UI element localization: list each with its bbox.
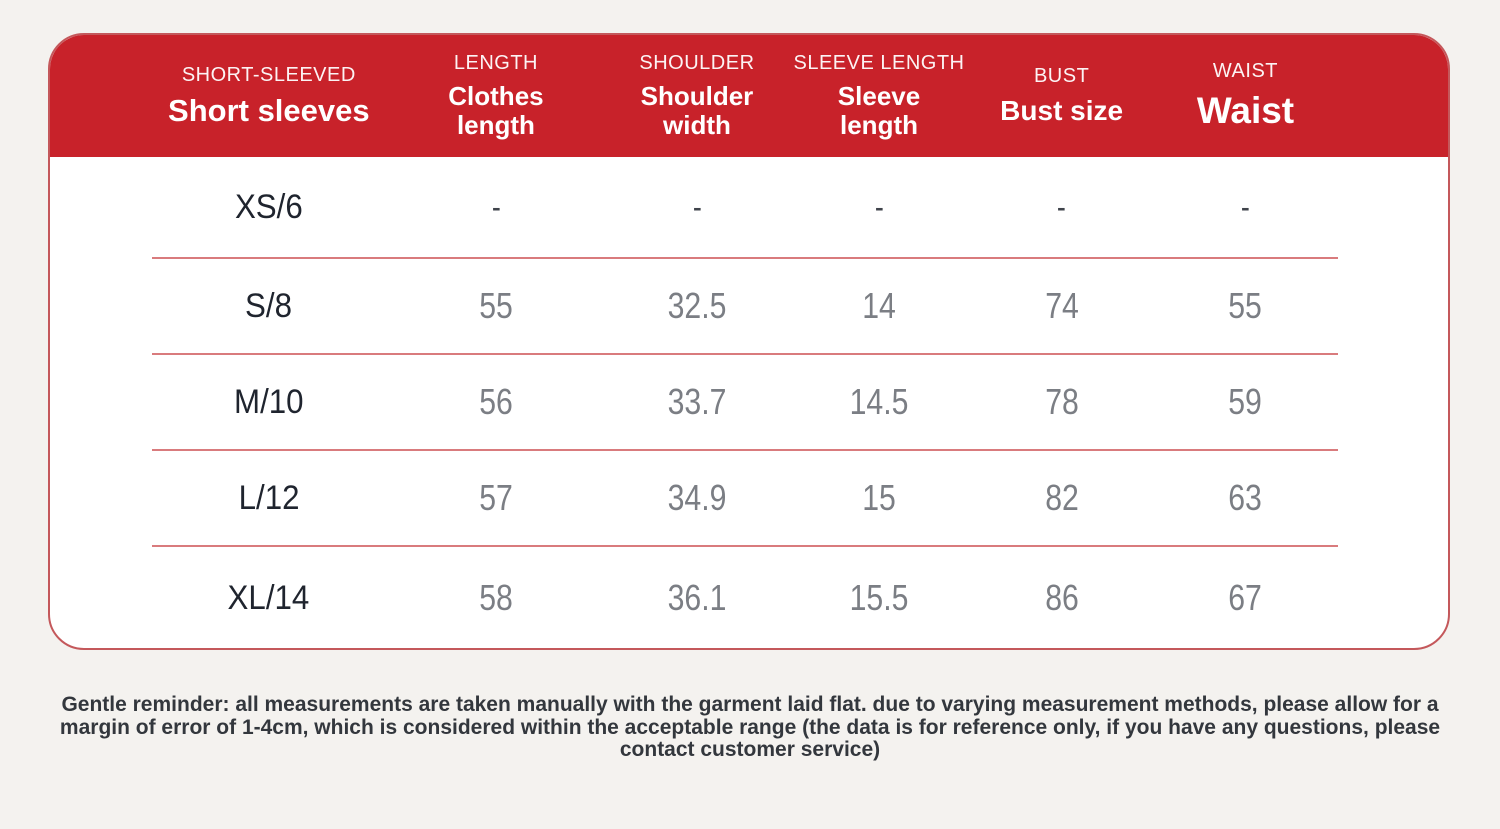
shoulder-value: 33.7 xyxy=(667,381,727,422)
bust-value: 86 xyxy=(1044,577,1079,618)
header-col-length-en: LENGTH xyxy=(453,51,538,74)
header-col-sleeve: SLEEVE LENGTH Sleeve length xyxy=(788,52,971,140)
table-row-m: M/10 56 33.7 14.5 78 59 xyxy=(50,355,1448,451)
table-row-l: L/12 57 34.9 15 82 63 xyxy=(50,451,1448,547)
waist-value: 63 xyxy=(1228,477,1263,518)
waist-value: 67 xyxy=(1228,577,1263,618)
waist-value: 55 xyxy=(1228,285,1263,326)
table-row-xl: XL/14 58 36.1 15.5 86 67 xyxy=(50,547,1448,648)
size-label: XS/6 xyxy=(234,187,303,226)
length-value: 58 xyxy=(479,577,513,618)
header-col-shoulder-label: Shoulder width xyxy=(640,80,754,140)
sleeve-value: 15.5 xyxy=(849,577,909,618)
length-value: 56 xyxy=(479,381,513,422)
size-label: L/12 xyxy=(238,478,300,517)
header-col-sleeve-label: Sleeve length xyxy=(837,80,921,140)
length-value: 57 xyxy=(479,477,513,518)
header-col-shoulder-en: SHOULDER xyxy=(639,51,755,74)
shoulder-value: 36.1 xyxy=(667,577,727,618)
shoulder-value: - xyxy=(692,188,702,225)
waist-value: 59 xyxy=(1228,381,1263,422)
sleeve-value: - xyxy=(874,188,884,225)
bust-value: 74 xyxy=(1044,285,1079,326)
gentle-reminder-text: Gentle reminder: all measurements are ta… xyxy=(59,693,1441,761)
size-label: M/10 xyxy=(234,382,304,421)
header-col-waist-label: Waist xyxy=(1196,90,1295,132)
bust-value: 82 xyxy=(1044,477,1079,518)
shoulder-value: 34.9 xyxy=(667,477,727,518)
bust-value: 78 xyxy=(1044,381,1079,422)
bust-value: - xyxy=(1057,188,1067,225)
size-chart-body: XS/6 - - - - - S/8 55 32.5 14 74 55 M/10… xyxy=(50,157,1448,648)
header-col-bust-label: Bust size xyxy=(1000,95,1124,127)
size-label: S/8 xyxy=(245,286,293,325)
header-col-item: SHORT-SLEEVED Short sleeves xyxy=(152,64,386,129)
size-chart-header: SHORT-SLEEVED Short sleeves LENGTH Cloth… xyxy=(50,35,1448,157)
header-col-length-label: Clothes length xyxy=(448,80,544,140)
header-col-shoulder: SHOULDER Shoulder width xyxy=(606,52,787,140)
header-col-item-label: Short sleeves xyxy=(168,92,370,128)
sleeve-value: 15 xyxy=(862,477,896,518)
shoulder-value: 32.5 xyxy=(667,285,727,326)
header-col-item-en: SHORT-SLEEVED xyxy=(181,63,356,86)
waist-value: - xyxy=(1240,188,1250,225)
sleeve-value: 14.5 xyxy=(849,381,909,422)
sleeve-value: 14 xyxy=(862,285,896,326)
size-label: XL/14 xyxy=(227,578,310,617)
length-value: - xyxy=(491,188,501,225)
length-value: 55 xyxy=(479,285,513,326)
table-row-s: S/8 55 32.5 14 74 55 xyxy=(50,259,1448,355)
header-col-sleeve-en: SLEEVE LENGTH xyxy=(793,51,965,74)
header-col-bust: BUST Bust size xyxy=(970,65,1153,126)
header-col-bust-en: BUST xyxy=(1033,65,1090,88)
header-col-waist-en: WAIST xyxy=(1212,60,1279,83)
header-col-length: LENGTH Clothes length xyxy=(386,52,607,140)
table-row-xs: XS/6 - - - - - xyxy=(50,157,1448,259)
size-chart-card: SHORT-SLEEVED Short sleeves LENGTH Cloth… xyxy=(48,33,1450,650)
header-col-waist: WAIST Waist xyxy=(1153,60,1338,131)
